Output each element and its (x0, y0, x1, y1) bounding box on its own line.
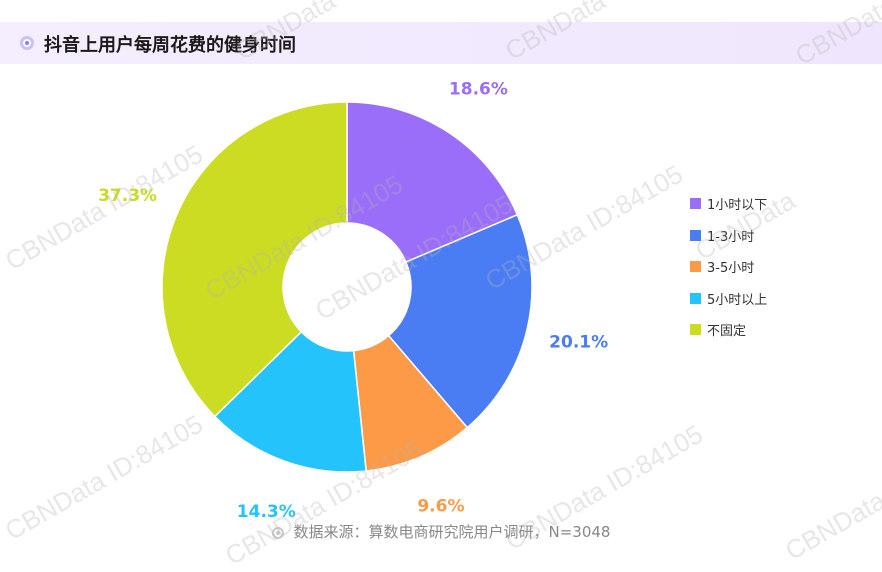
slice-1-3h (387, 213, 533, 429)
data-label-over-5h: 14.3% (237, 502, 296, 522)
data-label-3-5h: 9.6% (417, 497, 464, 517)
legend-item-under-1h: 1小时以下 (690, 188, 767, 220)
legend-label: 1小时以下 (707, 198, 768, 214)
bullet-circle-icon (20, 36, 34, 50)
chart-title: 抖音上用户每周花费的健身时间 (44, 35, 296, 56)
data-label-not-fixed: 37.3% (98, 186, 157, 206)
data-label-under-1h: 18.6% (449, 80, 508, 100)
source-text: 数据来源：算数电商研究院用户调研，N=3048 (293, 523, 611, 541)
legend-label: 5小时以上 (707, 292, 768, 308)
slice-over-5h (213, 330, 367, 473)
legend-swatch (690, 324, 701, 336)
legend-swatch (690, 229, 701, 241)
chart-legend: 1小时以下 1-3小时 3-5小时 5小时以上不固定 (690, 188, 767, 346)
legend-swatch (690, 198, 701, 210)
slice-not-fixed (161, 101, 348, 418)
legend-label: 1-3小时 (707, 229, 755, 245)
data-label-1-3h: 20.1% (549, 333, 608, 353)
slice-under-1h (346, 101, 519, 264)
legend-item-over-5h: 5小时以上 (690, 283, 767, 315)
legend-label: 不固定 (707, 324, 747, 340)
source-note: 数据来源：算数电商研究院用户调研，N=3048 (0, 521, 882, 542)
legend-swatch (690, 292, 701, 304)
title-bar: 抖音上用户每周花费的健身时间 (0, 22, 882, 64)
legend-item-not-fixed: 不固定 (690, 314, 767, 346)
source-circle-icon (271, 527, 284, 539)
legend-swatch (690, 261, 701, 273)
legend-item-1-3h: 1-3小时 (690, 220, 767, 252)
legend-item-3-5h: 3-5小时 (690, 251, 767, 283)
legend-label: 3-5小时 (707, 261, 755, 277)
